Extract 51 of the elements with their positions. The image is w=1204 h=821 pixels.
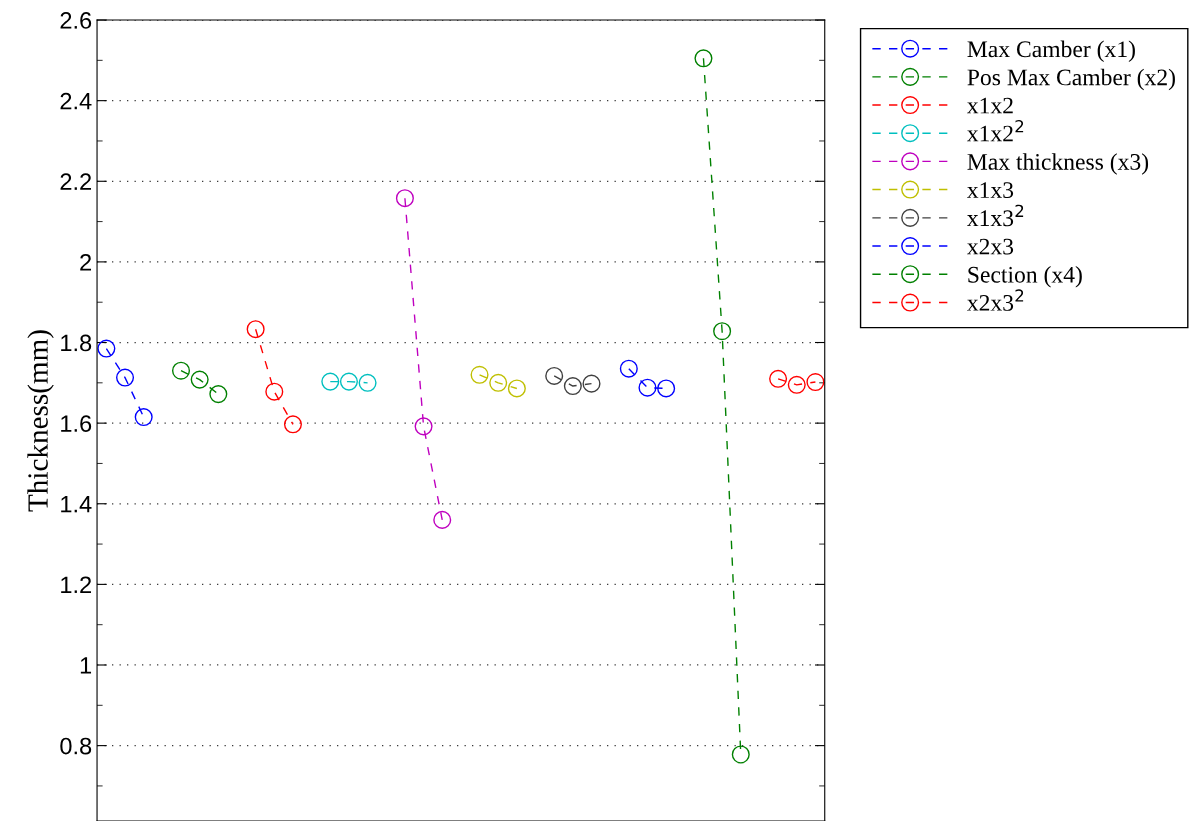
point [545, 366, 564, 386]
point [489, 373, 508, 392]
y-tick-label: 1 [80, 657, 92, 674]
legend-label: x1x2$^{2}$ [967, 119, 1024, 142]
y-tick-label: 1.2 [61, 576, 91, 593]
point [116, 368, 135, 387]
y-tick-label: 1.4 [61, 496, 92, 513]
point [97, 339, 116, 358]
legend-label: Max Camber (x1) [967, 40, 1135, 62]
point [769, 369, 788, 388]
point [190, 370, 209, 389]
y-tick-label: 2.4 [60, 92, 92, 110]
point [507, 379, 526, 398]
point [694, 49, 713, 68]
legend-label: Section (x4) [968, 266, 1082, 288]
y-tick-label: 2.2 [60, 173, 91, 190]
y-tick-label: 0.8 [60, 737, 92, 755]
y-tick-label: 2.6 [60, 12, 92, 29]
point [283, 415, 302, 434]
point [563, 377, 582, 396]
point [321, 372, 340, 391]
point [787, 375, 806, 394]
point [134, 408, 153, 427]
y-tick-label: 1.6 [61, 415, 92, 432]
point [713, 322, 732, 341]
point [414, 417, 433, 436]
point [395, 189, 414, 208]
legend-label: Pos Max Camber (x2) [967, 68, 1175, 91]
point [265, 382, 284, 401]
point [619, 359, 638, 378]
point [638, 378, 657, 397]
legend-label: x1x2 [967, 97, 1013, 114]
point [657, 379, 676, 398]
point [339, 372, 358, 391]
y-tick-label: 2 [80, 253, 91, 271]
point [470, 365, 489, 384]
point [433, 510, 452, 529]
point [731, 745, 750, 764]
legend-label: Max thickness (x3) [967, 153, 1149, 175]
point [246, 320, 265, 339]
legend-label: x1x3 [967, 182, 1014, 199]
point [209, 385, 228, 404]
y-tick-label: 1.8 [61, 334, 92, 352]
point [806, 372, 825, 392]
legend-label: x2x3$^{2}$ [967, 289, 1024, 311]
legend-label: x2x3 [967, 238, 1014, 255]
point [582, 374, 601, 393]
y-axis-title: Thickness(mm) [27, 330, 54, 512]
legend-label: x1x3$^{2}$ [967, 204, 1024, 227]
point [171, 361, 191, 380]
point [358, 373, 377, 392]
